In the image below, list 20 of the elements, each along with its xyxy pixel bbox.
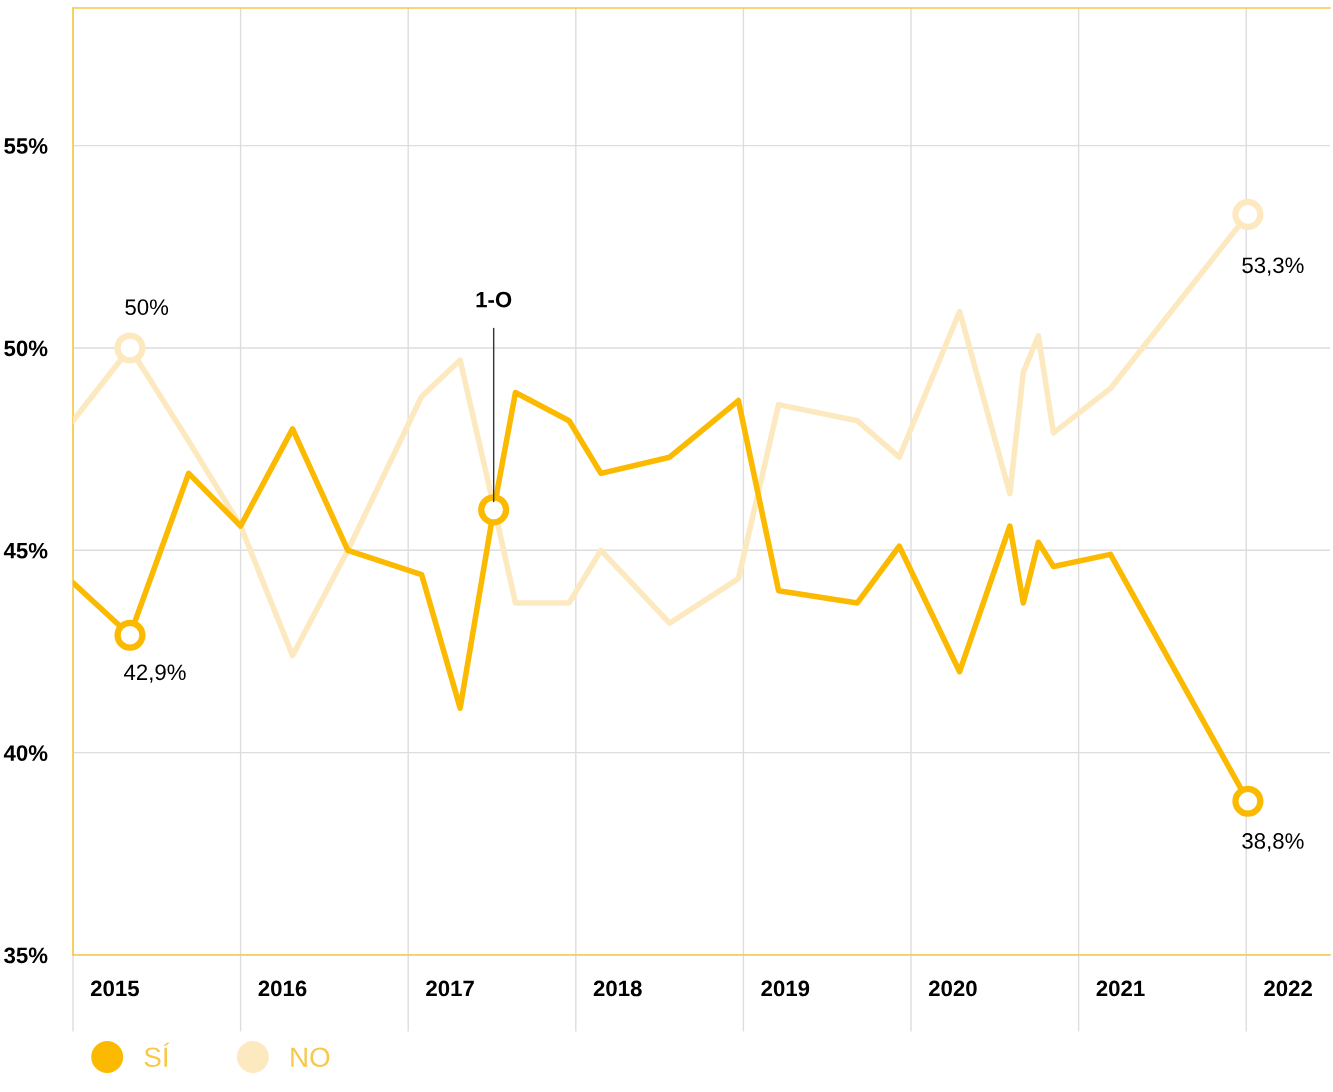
x-tick-label: 2016 [258, 980, 307, 997]
annotation: 50% [125, 299, 169, 316]
y-tick-label: 40% [3, 745, 48, 761]
annotation: 38,8% [1242, 833, 1304, 852]
y-tick-label: 45% [3, 542, 48, 559]
annotation: 1-O [476, 291, 512, 308]
x-tick-label: 2018 [593, 980, 642, 997]
legend-label: NO [291, 1047, 330, 1068]
legend-label: SÍ [144, 1042, 170, 1068]
x-tick-label: 2021 [1096, 980, 1145, 997]
x-tick-label: 2017 [426, 980, 474, 997]
x-tick-label: 2019 [761, 980, 810, 997]
annotation: 42,9% [123, 664, 186, 683]
x-tick-label: 2020 [928, 980, 977, 997]
x-tick-label: 2015 [90, 980, 139, 997]
annotation: 53,3% [1242, 257, 1304, 276]
y-tick-label: 55% [4, 138, 48, 154]
y-tick-label: 35% [4, 947, 48, 964]
x-tick-label: 2022 [1264, 980, 1312, 997]
y-tick-label: 50% [4, 340, 48, 357]
